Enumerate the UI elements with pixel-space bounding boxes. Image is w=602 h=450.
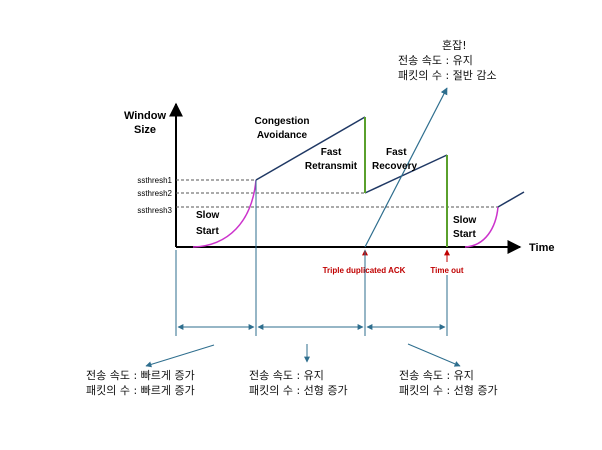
- top-note-line3: 패킷의 수 : 절반 감소: [398, 69, 497, 82]
- bottom-left-note-line2: 패킷의 수 : 빠르게 증가: [86, 384, 195, 397]
- fast-recovery-line: [364, 154, 448, 194]
- bottom-left-note-line1: 전송 속도 : 빠르게 증가: [86, 369, 195, 382]
- timeout-label: Time out: [430, 266, 464, 275]
- ssthresh1-label: ssthresh1: [137, 176, 172, 185]
- bottom-left-note: 전송 속도 : 빠르게 증가 패킷의 수 : 빠르게 증가: [86, 368, 195, 398]
- top-note-line2: 전송 속도 : 유지: [398, 54, 473, 67]
- congestion-avoidance-line: [255, 116, 366, 181]
- y-axis-label-line2: Size: [134, 124, 156, 136]
- bottom-middle-note: 전송 속도 : 유지 패킷의 수 : 선형 증가: [249, 368, 348, 398]
- fast-retransmit-label-line1: Fast: [321, 147, 342, 158]
- ssthresh3-label: ssthresh3: [137, 206, 172, 215]
- bottom-middle-note-line2: 패킷의 수 : 선형 증가: [249, 384, 348, 397]
- slow-start-curve-2: [464, 206, 499, 248]
- bottom-right-note-arrow: [407, 343, 461, 367]
- slow-start-2-label-line1: Slow: [453, 215, 477, 226]
- ssthresh2-label: ssthresh2: [137, 189, 172, 198]
- slow-start-1-label-line2: Start: [196, 226, 219, 237]
- slow-start-2-label-line2: Start: [453, 229, 476, 240]
- bottom-right-note: 전송 속도 : 유지 패킷의 수 : 선형 증가: [399, 368, 498, 398]
- bottom-middle-note-line1: 전송 속도 : 유지: [249, 369, 324, 382]
- slow-start-curve-1: [192, 179, 257, 248]
- triple-ack-label: Triple duplicated ACK: [323, 266, 406, 275]
- congestion-avoidance-label-line1: Congestion: [255, 116, 310, 127]
- bottom-right-note-line1: 전송 속도 : 유지: [399, 369, 474, 382]
- congestion-note-arrow: [364, 87, 448, 248]
- top-note: 혼잡! 전송 속도 : 유지 패킷의 수 : 절반 감소: [398, 38, 497, 83]
- bottom-right-note-line2: 패킷의 수 : 선형 증가: [399, 384, 498, 397]
- slow-start-1-label-line1: Slow: [196, 210, 220, 221]
- top-note-line1: 혼잡!: [442, 39, 467, 52]
- bottom-left-note-arrow: [145, 344, 215, 368]
- fast-recovery-label-line2: Recovery: [372, 161, 417, 172]
- post-timeout-line: [497, 191, 525, 208]
- fast-retransmit-label-line2: Retransmit: [305, 161, 358, 172]
- fast-recovery-label-line1: Fast: [386, 147, 407, 158]
- y-axis-label-line1: Window: [124, 110, 166, 122]
- congestion-avoidance-label-line2: Avoidance: [257, 130, 308, 141]
- x-axis-label: Time: [529, 242, 554, 254]
